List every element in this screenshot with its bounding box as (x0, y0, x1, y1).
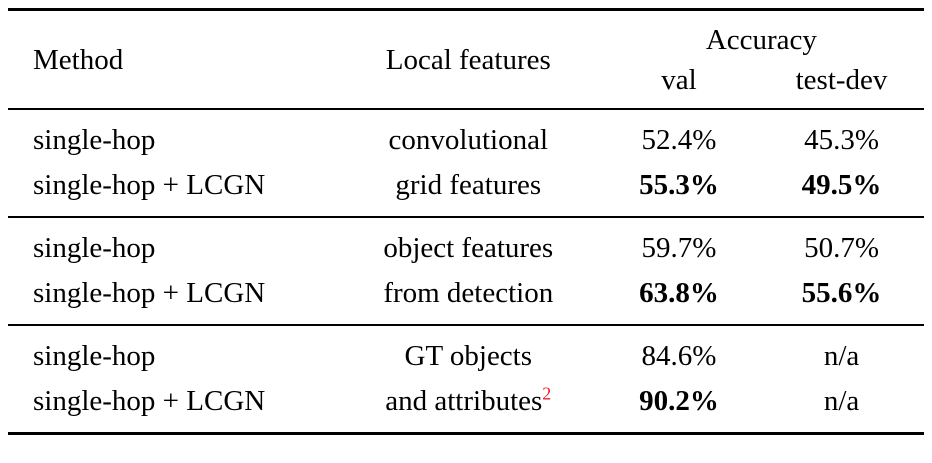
method-cell: single-hop (33, 339, 156, 372)
method-cell: single-hop (33, 124, 156, 157)
test-dev-cell: 55.6% (801, 276, 882, 309)
val-cell: 55.3% (639, 168, 719, 201)
col-header-method: Method (33, 43, 124, 76)
val-cell: 90.2% (639, 384, 719, 417)
method-cell: single-hop + LCGN (33, 168, 266, 201)
col-header-val: val (661, 64, 697, 97)
table-row: single-hop + LCGN grid features 55.3% 49… (8, 163, 924, 208)
accuracy-subheaders: val test-dev (599, 60, 924, 100)
footnote-2-link[interactable]: 2 (542, 383, 552, 404)
table-row: single-hop + LCGN and attributes2 90.2% … (8, 379, 924, 424)
features-text: and attributes (385, 384, 543, 417)
method-cell: single-hop + LCGN (33, 276, 266, 309)
features-cell: from detection (383, 276, 554, 309)
features-cell: and attributes2 (338, 379, 599, 424)
results-table: Method Local features Accuracy val test-… (8, 8, 924, 435)
table-header-row: Method Local features Accuracy val test-… (8, 11, 924, 108)
val-cell: 59.7% (641, 231, 717, 264)
features-cell: GT objects (404, 339, 533, 372)
group-divider-rule (8, 215, 924, 218)
features-cell: grid features (395, 168, 542, 201)
features-cell: convolutional (388, 124, 549, 157)
table-row: single-hop object features 59.7% 50.7% (8, 226, 924, 271)
table-row: single-hop + LCGN from detection 63.8% 5… (8, 271, 924, 316)
table-group-gt-objects: single-hop GT objects 84.6% n/a single-h… (8, 326, 924, 432)
test-dev-cell: 50.7% (804, 231, 879, 264)
table-group-grid-features: single-hop convolutional 52.4% 45.3% sin… (8, 110, 924, 216)
table-row: single-hop GT objects 84.6% n/a (8, 334, 924, 379)
method-cell: single-hop (33, 231, 156, 264)
val-cell: 52.4% (641, 124, 717, 157)
test-dev-cell: 45.3% (804, 124, 879, 157)
features-cell: object features (383, 231, 554, 264)
group-divider-rule (8, 323, 924, 326)
header-rule (8, 108, 924, 111)
val-cell: 63.8% (639, 276, 719, 309)
col-header-test-dev: test-dev (795, 64, 888, 97)
table-row: single-hop convolutional 52.4% 45.3% (8, 118, 924, 163)
test-dev-cell: n/a (823, 339, 860, 372)
table-group-object-features: single-hop object features 59.7% 50.7% s… (8, 218, 924, 324)
col-header-accuracy-group: Accuracy val test-dev (599, 20, 924, 100)
method-cell: single-hop + LCGN (33, 384, 266, 417)
col-header-local-features: Local features (385, 43, 551, 76)
top-rule (8, 8, 924, 11)
col-header-accuracy: Accuracy (705, 24, 817, 56)
test-dev-cell: n/a (823, 384, 860, 417)
test-dev-cell: 49.5% (801, 168, 882, 201)
bottom-rule (8, 431, 924, 435)
val-cell: 84.6% (641, 339, 717, 372)
